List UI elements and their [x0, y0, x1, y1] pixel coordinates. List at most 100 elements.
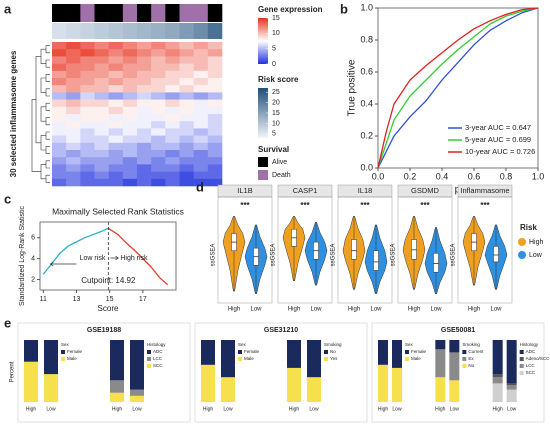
legend-swatch [61, 357, 65, 361]
heatmap-cell [94, 142, 109, 151]
x-tick-label: 15 [106, 296, 114, 303]
heatmap-cell [122, 85, 138, 93]
dendrogram-branch [45, 59, 50, 68]
panel-title: GSE19188 [87, 327, 121, 334]
statistic-line-low [42, 227, 109, 275]
risk-cell [66, 23, 81, 39]
legend-label: SCC [153, 363, 163, 368]
heatmap-cell [108, 142, 124, 151]
heatmap-cell [151, 92, 166, 100]
bar-segment [44, 374, 58, 402]
survival-cell [108, 4, 124, 22]
heatmap-cell [80, 92, 95, 100]
risk-cell [179, 23, 194, 39]
heatmap-cell [122, 42, 138, 50]
risk-cell [151, 23, 166, 39]
heatmap-cell [122, 70, 138, 79]
facet-title: GSDMD [411, 186, 440, 195]
panel-frame [17, 322, 191, 423]
legend-title: Smoking [324, 342, 342, 347]
bar-segment [110, 392, 124, 402]
heatmap-cell [80, 42, 95, 50]
heatmap-cell [94, 49, 109, 57]
heatmap-cell [80, 142, 95, 151]
bar-segment [506, 385, 517, 390]
heatmap-cell [80, 70, 95, 79]
panel-letter: a [4, 1, 12, 16]
heatmap-cell [66, 49, 81, 57]
facet-frame [217, 196, 273, 304]
heatmap-cell [151, 142, 166, 151]
heatmap-cell [66, 135, 81, 144]
heatmap-cell [151, 106, 166, 115]
colorbar [258, 18, 268, 64]
heatmap-cell [66, 164, 81, 172]
heatmap-cell [52, 178, 67, 187]
x-tick-label: 0.6 [468, 171, 481, 181]
survival-cell [122, 4, 138, 22]
heatmap-cell [122, 135, 138, 144]
heatmap-cell [137, 164, 152, 172]
heatmap-cell [80, 150, 95, 158]
heatmap-cell [108, 114, 124, 122]
bar-segment [506, 389, 517, 402]
heatmap-cell [94, 92, 109, 100]
heatmap-cell [66, 114, 81, 122]
heatmap-cell [207, 99, 223, 108]
legend-swatch [238, 350, 242, 354]
legend-title: Risk [520, 223, 537, 232]
x-tick-label: High [348, 307, 360, 313]
colorbar-tick-label: 15 [272, 110, 280, 117]
heatmap-cell [165, 106, 180, 115]
heatmap-cell [52, 121, 67, 129]
survival-cell [193, 4, 209, 22]
heatmap-cell [66, 157, 81, 165]
heatmap-cell [165, 63, 180, 72]
heatmap-cell [66, 56, 81, 64]
heatmap-cell [94, 70, 109, 79]
annotation: *** [300, 201, 310, 210]
legend-swatch [519, 364, 524, 368]
heatmap-cell [207, 70, 223, 79]
heatmap-cell [52, 106, 67, 115]
facet-frame [457, 196, 513, 304]
bar-segment [449, 380, 460, 402]
roc-line [377, 7, 539, 169]
panel-frame [194, 322, 368, 423]
heatmap-cell [122, 150, 138, 158]
survival-cell [165, 4, 180, 22]
arrow [49, 255, 119, 267]
bar-segment [392, 367, 402, 402]
heatmap-cell [66, 92, 81, 100]
legend-label: 5-year AUC = 0.699 [465, 135, 531, 144]
heatmap-cell [66, 178, 81, 187]
x-tick-label: Low [392, 406, 402, 412]
x-axis-label: Score [98, 304, 119, 313]
heatmap-cell [165, 78, 180, 86]
facet-frame [397, 196, 453, 304]
legend-title: Survival [258, 145, 289, 154]
dendrogram-branch [40, 135, 46, 151]
heatmap-cell [122, 157, 138, 165]
heatmap-cell [108, 78, 124, 86]
dendrogram-branch [45, 117, 50, 126]
heatmap-cell [122, 78, 138, 86]
heatmap-cell [94, 178, 109, 187]
heatmap-cell [179, 92, 194, 100]
heatmap-cell [94, 150, 109, 158]
x-tick-label: High [289, 406, 300, 412]
risk-cell [108, 23, 124, 39]
risk-cell [80, 23, 95, 39]
heatmap-cell [151, 56, 166, 64]
legend-swatch [324, 357, 328, 361]
heatmap-cell [108, 92, 124, 100]
heatmap-cell [108, 128, 124, 136]
heatmap-cell [122, 92, 138, 100]
heatmap-cell [66, 63, 81, 72]
heatmap-cell [52, 128, 67, 136]
heatmap-cell [122, 56, 138, 64]
heatmap-cell [52, 78, 67, 86]
heatmap-cell [66, 78, 81, 86]
bar-segment [435, 377, 446, 402]
panel-frame [371, 322, 545, 423]
